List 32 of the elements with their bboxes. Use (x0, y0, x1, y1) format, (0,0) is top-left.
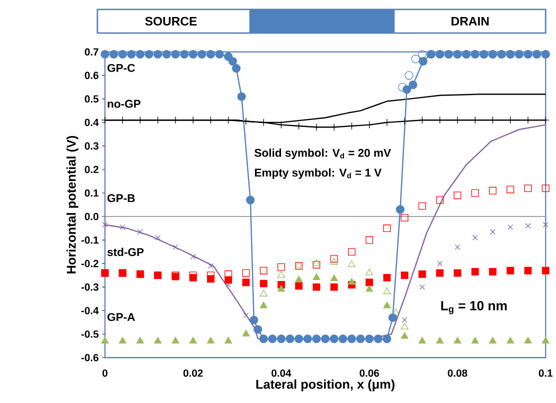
y-tick-label: 0.7 (84, 48, 98, 56)
x-tick-label: 0.06 (360, 369, 380, 377)
y-tick-label: 0.6 (84, 72, 98, 80)
x-tick-label: 0.08 (448, 369, 468, 377)
y-tick-label: 0.4 (84, 118, 99, 126)
annotation: GP-A (107, 313, 135, 322)
y-tick-label: -0.4 (81, 306, 99, 314)
x-tick-label: 0.1 (538, 369, 553, 377)
y-axis-title: Horizontal potential (V) (66, 136, 78, 274)
y-tick-label: -0.6 (81, 354, 98, 362)
annotation: GP-B (107, 194, 135, 202)
y-tick-label: -0.1 (81, 236, 99, 244)
annotation: L$_{g}$ = 10 nm (441, 301, 507, 314)
y-tick-label: 0.1 (84, 189, 99, 197)
y-tick-label: 0.3 (84, 142, 98, 150)
annotation: Empty symbol: V$_{d}$ = 1 V (254, 168, 382, 179)
annotation: std-GP (107, 248, 144, 256)
y-tick-label: -0.5 (81, 330, 99, 338)
y-tick-label: -0.2 (81, 260, 98, 268)
annotation: GP-C (107, 64, 135, 72)
x-tick-label: 0 (102, 369, 108, 377)
y-tick-label: 0.2 (84, 166, 98, 174)
annotation: no-GP (108, 100, 140, 108)
x-tick-label: 0.04 (272, 369, 292, 377)
y-tick-label: -0.3 (81, 283, 98, 291)
y-tick-label: 0.5 (84, 95, 99, 103)
y-tick-label: 0.0 (84, 212, 98, 220)
text: SOURCE (145, 16, 197, 26)
text: DRAIN (452, 17, 489, 26)
annotation: Solid symbol: V$_{d}$ = 20 mV (254, 148, 391, 160)
x-tick-label: 0.02 (183, 369, 203, 377)
x-axis-title: Lateral position, x (μm) (256, 379, 394, 392)
